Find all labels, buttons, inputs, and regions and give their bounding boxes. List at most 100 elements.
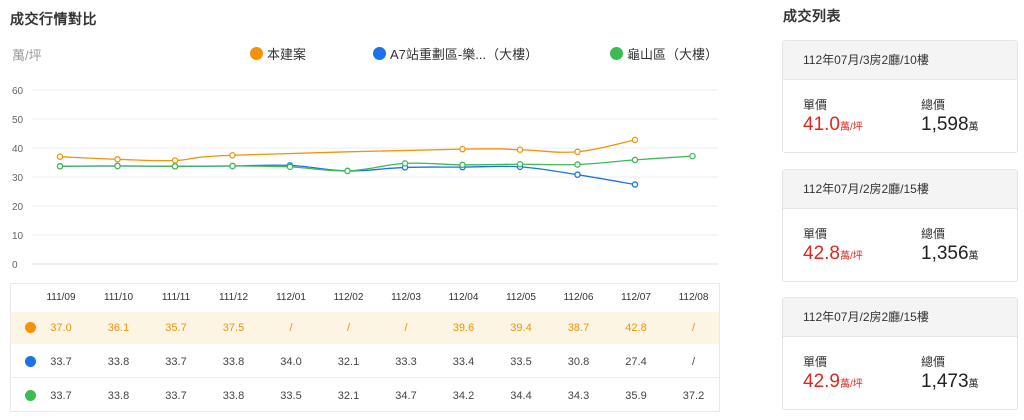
data-point[interactable]: [631, 136, 639, 144]
total-price-label: 總價: [921, 355, 946, 369]
legend-label: A7站重劃區-樂...（大樓）: [390, 47, 539, 62]
table-cell: 34.4: [510, 390, 532, 402]
series-dot-icon: [25, 356, 36, 367]
series-line-2: [59, 155, 693, 172]
table-cell: 34.0: [280, 356, 302, 368]
table-cell: 30.8: [567, 356, 590, 368]
table-cell: 33.7: [50, 390, 72, 402]
table-row-project: 37.0 36.1 35.7 37.5 / / / 39.6 39.4 38.7 42.8 /: [11, 312, 719, 344]
data-point[interactable]: [229, 152, 236, 159]
table-cell: 33.7: [165, 356, 187, 368]
unit-price-unit: 萬/坪: [839, 251, 863, 262]
data-point[interactable]: [459, 161, 466, 169]
table-cell: 39.6: [452, 322, 475, 334]
table-header-cell: 111/11: [161, 292, 191, 303]
unit-price-label: 單價: [803, 355, 828, 369]
legend-label: 龜山區（大樓）: [627, 47, 719, 62]
table-cell: 34.2: [452, 390, 475, 402]
total-price-unit: 萬: [968, 379, 979, 390]
unit-price-value: 42.8萬/坪: [803, 243, 863, 264]
data-point[interactable]: [574, 148, 581, 156]
table-header-cell: 112/05: [506, 292, 536, 303]
table-cell: 33.8: [222, 390, 245, 402]
table-cell: 32.1: [337, 390, 360, 402]
table-header-cell: 112/02: [333, 292, 364, 303]
data-point[interactable]: [114, 162, 121, 170]
y-tick-label: 40: [12, 144, 24, 155]
data-point[interactable]: [344, 167, 351, 175]
unit-price-value: 42.9萬/坪: [803, 371, 863, 392]
data-point[interactable]: [114, 156, 121, 163]
line-chart: 0 10 20 30 40 50 60: [12, 86, 718, 271]
table-header-cell: 112/08: [678, 292, 709, 303]
unit-price-value: 41.0萬/坪: [803, 114, 863, 135]
legend-item-project[interactable]: 本建案: [250, 44, 306, 63]
transaction-card[interactable]: 112年07月/2房2廳/15樓 單價 總價 42.8萬/坪 1,356萬: [782, 169, 1018, 282]
total-price-unit: 萬: [968, 122, 979, 133]
transaction-card-title: 112年07月/2房2廳/15樓: [783, 170, 1017, 209]
data-point[interactable]: [689, 152, 696, 160]
data-point[interactable]: [631, 181, 639, 188]
data-point[interactable]: [171, 157, 179, 164]
transaction-card[interactable]: 112年07月/2房2廳/15樓 單價 總價 42.9萬/坪 1,473萬: [782, 297, 1018, 410]
transaction-card-title: 112年07月/2房2廳/15樓: [783, 298, 1017, 337]
total-price-value: 1,473萬: [921, 371, 979, 392]
data-point[interactable]: [401, 160, 409, 167]
table-cell: 35.9: [625, 390, 647, 402]
data-point[interactable]: [229, 162, 236, 170]
table-header-cell: 112/03: [391, 292, 421, 303]
table-cell: /: [346, 322, 351, 334]
y-tick-label: 10: [12, 231, 24, 242]
table-cell: 27.4: [625, 356, 647, 368]
legend-dot-icon: [373, 47, 386, 60]
table-cell: 37.5: [222, 322, 245, 334]
series-line-0: [59, 139, 636, 162]
table-cell: 37.0: [50, 322, 72, 334]
unit-price-unit: 萬/坪: [839, 379, 863, 390]
table-header-cell: 112/07: [621, 292, 651, 303]
table-header-cell: 112/01: [276, 292, 306, 303]
table-cell: 39.4: [510, 322, 532, 334]
data-point[interactable]: [171, 163, 179, 170]
table-cell: 33.8: [107, 356, 130, 368]
table-header-row: 111/09 111/10 111/11 111/12 112/01 112/02 112/…: [11, 284, 719, 312]
table-cell: 38.7: [567, 322, 590, 334]
table-header-cell: 112/06: [563, 292, 594, 303]
legend-item-guishan-district[interactable]: 龜山區（大樓）: [610, 44, 718, 63]
total-price-value: 1,598萬: [921, 114, 979, 135]
data-point[interactable]: [574, 171, 581, 178]
legend-dot-icon: [250, 47, 263, 60]
data-point[interactable]: [56, 163, 64, 170]
data-point[interactable]: [574, 161, 581, 168]
table-header-cell: 111/10: [103, 292, 134, 303]
table-cell: 33.4: [452, 356, 475, 368]
chart-data-table: 111/09 111/10 111/11 111/12 112/01 112/02 112/…: [10, 283, 720, 412]
transaction-card-title: 112年07月/3房2廳/10樓: [783, 41, 1017, 80]
table-header-cell: 112/04: [448, 292, 479, 303]
table-cell: 33.8: [222, 356, 245, 368]
data-point[interactable]: [631, 156, 639, 164]
table-cell: 34.3: [567, 390, 590, 402]
data-point[interactable]: [56, 153, 64, 160]
transaction-card[interactable]: 112年07月/3房2廳/10樓 單價 總價 41.0萬/坪 1,598萬: [782, 40, 1018, 153]
unit-price-unit: 萬/坪: [839, 122, 863, 133]
chart-section-title: 成交行情對比: [10, 11, 97, 27]
chart-legend: 本建案 A7站重劃區-樂...（大樓） 龜山區（大樓）: [250, 44, 720, 62]
table-cell: 42.8: [625, 322, 647, 334]
data-point[interactable]: [459, 145, 466, 153]
table-cell: 33.5: [280, 390, 302, 402]
total-price-unit: 萬: [968, 251, 979, 262]
data-point[interactable]: [286, 163, 294, 171]
table-cell: /: [691, 322, 696, 334]
y-tick-label: 0: [12, 260, 18, 271]
data-point[interactable]: [516, 146, 524, 153]
table-cell: /: [691, 356, 696, 368]
y-tick-label: 60: [12, 86, 24, 97]
legend-item-a7-district[interactable]: A7站重劃區-樂...（大樓）: [373, 44, 538, 63]
y-tick-label: 50: [12, 115, 24, 126]
legend-label: 本建案: [267, 47, 307, 62]
data-point[interactable]: [516, 160, 524, 168]
y-tick-label: 30: [12, 173, 24, 184]
table-cell: 34.7: [395, 390, 417, 402]
table-header-cell: 111/09: [46, 292, 76, 303]
